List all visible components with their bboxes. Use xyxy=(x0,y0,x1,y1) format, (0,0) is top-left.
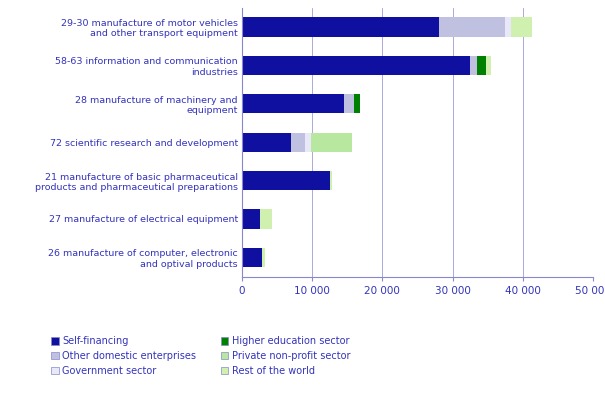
Bar xyxy=(242,209,260,229)
Bar xyxy=(511,17,532,37)
Bar xyxy=(260,209,272,229)
Bar xyxy=(242,133,291,152)
Bar xyxy=(312,133,352,152)
Bar xyxy=(261,248,265,267)
Legend: Self-financing, Other domestic enterprises, Government sector, Higher education : Self-financing, Other domestic enterpris… xyxy=(47,333,355,380)
Bar xyxy=(344,94,355,113)
Bar xyxy=(305,133,312,152)
Bar xyxy=(355,94,360,113)
Bar xyxy=(439,17,505,37)
Bar xyxy=(242,94,344,113)
Bar xyxy=(330,171,332,190)
Bar xyxy=(242,248,261,267)
Bar xyxy=(291,133,305,152)
Bar xyxy=(505,17,511,37)
Bar xyxy=(486,56,491,75)
Bar xyxy=(242,56,470,75)
Bar xyxy=(470,56,477,75)
Bar xyxy=(477,56,486,75)
Bar xyxy=(242,171,330,190)
Bar xyxy=(242,17,439,37)
